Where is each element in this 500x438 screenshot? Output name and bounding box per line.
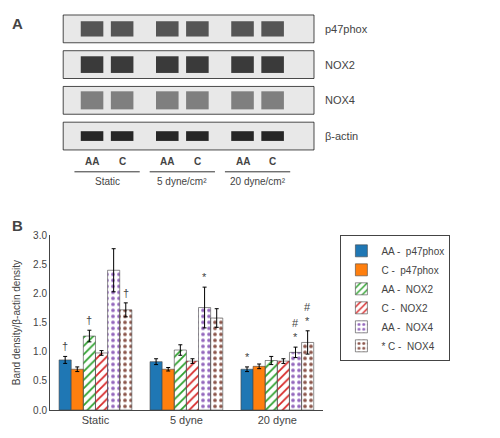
svg-text:A: A	[12, 15, 23, 32]
svg-text:NOX2: NOX2	[325, 59, 355, 71]
svg-text:#*: #*	[304, 301, 311, 327]
svg-text:C - NOX2: C - NOX2	[381, 303, 428, 314]
svg-text:0.0: 0.0	[33, 405, 47, 416]
svg-text:1.0: 1.0	[33, 346, 47, 357]
svg-text:* C - NOX4: * C - NOX4	[381, 341, 434, 352]
svg-text:†: †	[62, 340, 68, 352]
svg-text:AA - NOX2: AA - NOX2	[381, 284, 433, 295]
svg-text:Static: Static	[82, 414, 110, 426]
svg-text:C: C	[119, 156, 126, 167]
svg-text:C: C	[194, 156, 201, 167]
svg-text:†: †	[123, 287, 129, 299]
svg-text:#*: #*	[292, 317, 299, 343]
svg-text:5 dyne/cm²: 5 dyne/cm²	[157, 176, 207, 187]
svg-text:p47phox: p47phox	[325, 23, 368, 35]
svg-text:AA: AA	[236, 156, 250, 167]
svg-text:C: C	[269, 156, 276, 167]
svg-text:Static: Static	[95, 176, 120, 187]
svg-text:3.0: 3.0	[33, 230, 47, 241]
svg-text:20 dyne/cm²: 20 dyne/cm²	[230, 176, 286, 187]
svg-text:B: B	[12, 217, 23, 234]
svg-text:†: †	[86, 314, 92, 326]
svg-text:2.0: 2.0	[33, 288, 47, 299]
svg-text:AA - p47phox: AA - p47phox	[381, 246, 444, 257]
svg-text:5 dyne: 5 dyne	[170, 414, 203, 426]
svg-text:*: *	[245, 351, 250, 363]
svg-text:NOX4: NOX4	[325, 94, 355, 106]
svg-text:AA: AA	[160, 156, 174, 167]
svg-text:C - p47phox: C - p47phox	[381, 265, 438, 276]
svg-text:2.5: 2.5	[33, 259, 47, 270]
svg-text:20 dyne: 20 dyne	[258, 414, 297, 426]
svg-text:1.5: 1.5	[33, 317, 47, 328]
svg-text:β-actin: β-actin	[325, 130, 358, 142]
svg-text:AA - NOX4: AA - NOX4	[381, 322, 433, 333]
svg-text:Band density/β-actin density: Band density/β-actin density	[11, 260, 22, 385]
svg-text:AA: AA	[85, 156, 99, 167]
svg-text:0.5: 0.5	[33, 375, 47, 386]
svg-text:*: *	[202, 271, 207, 283]
